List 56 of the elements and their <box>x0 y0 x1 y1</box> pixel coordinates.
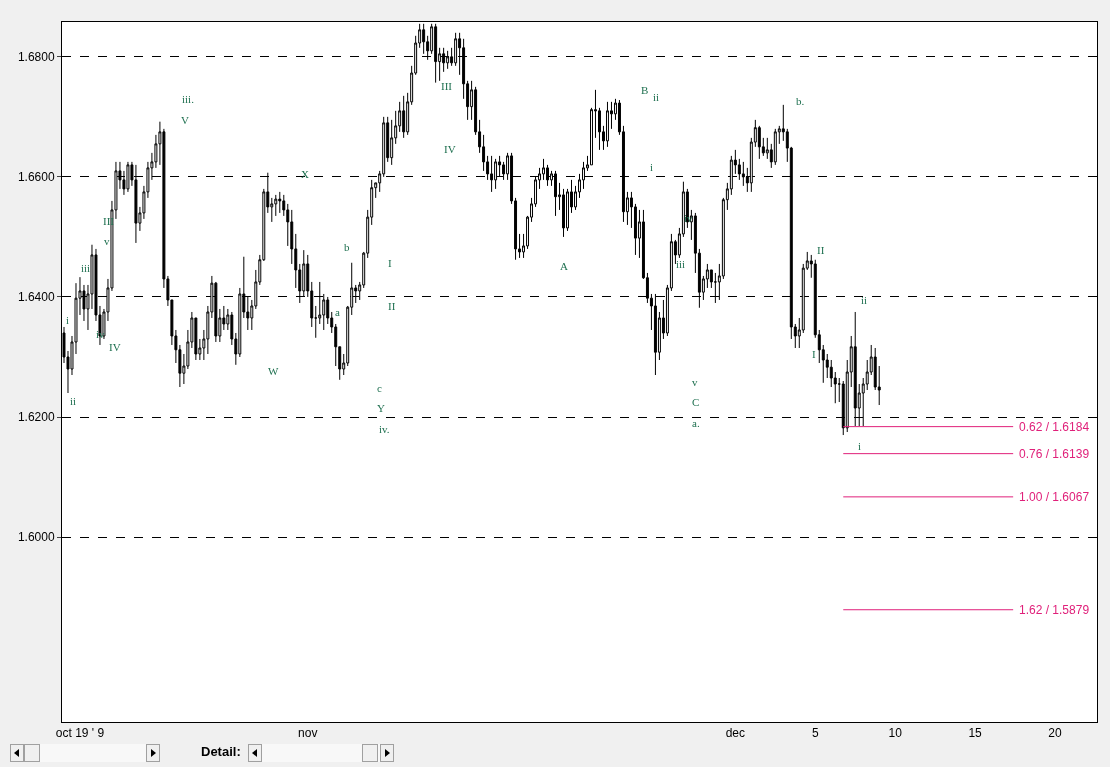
annotation: i <box>66 314 70 326</box>
annotation: B <box>641 84 649 96</box>
y-tick-label: 1.6000 <box>17 530 55 545</box>
annotation: III <box>441 80 453 92</box>
y-tick-label: 1.6600 <box>17 170 55 185</box>
x-tick-label: 5 <box>811 726 819 741</box>
annotation: C <box>692 396 700 408</box>
annotation: ii <box>861 294 868 306</box>
x-tick-label: nov <box>298 726 318 741</box>
ref-line-label: 1.62 / 1.5879 <box>1019 603 1090 617</box>
x-tick-label: oct 19 ' 9 <box>55 726 105 741</box>
ref-line-label: 0.76 / 1.6139 <box>1019 447 1090 461</box>
annotation: IV <box>109 341 121 353</box>
candlestick <box>278 191 282 214</box>
annotation: V <box>181 114 189 126</box>
annotation: iii. <box>182 93 195 105</box>
ref-line-label: 1.00 / 1.6067 <box>1019 490 1090 504</box>
annotation: W <box>268 365 279 377</box>
annotation: i <box>858 440 862 452</box>
annotation: i <box>650 161 654 173</box>
annotation: b. <box>796 95 805 107</box>
annotation: X <box>301 168 309 180</box>
annotation: A <box>560 260 568 272</box>
annotation: IV <box>444 143 456 155</box>
ref-line-label: 0.62 / 1.6184 <box>1019 420 1090 434</box>
annotation: iv. <box>379 423 390 435</box>
y-tick-label: 1.6400 <box>17 290 55 305</box>
x-tick-label: 10 <box>888 726 903 741</box>
candlestick <box>605 101 609 148</box>
candlestick <box>126 161 130 193</box>
y-tick-label: 1.6800 <box>17 50 55 65</box>
annotation: iv <box>96 328 106 340</box>
annotation: I <box>812 348 816 360</box>
annotation: I <box>388 257 392 269</box>
candlestick <box>402 95 406 139</box>
x-tick-label: 20 <box>1048 726 1063 741</box>
x-tick-label: 15 <box>968 726 983 741</box>
text: Detail: <box>201 744 241 759</box>
annotation: ii <box>653 91 660 103</box>
annotation: II <box>388 300 396 312</box>
annotation: II <box>817 244 825 256</box>
annotation: iii <box>81 262 91 274</box>
candlestick <box>490 155 494 193</box>
annotation: c <box>377 382 382 394</box>
y-tick-label: 1.6200 <box>17 410 55 425</box>
annotation: b <box>344 241 350 253</box>
annotation: iii <box>676 258 686 270</box>
x-tick-label: dec <box>725 726 746 741</box>
candlestick <box>434 23 438 84</box>
annotation: v <box>104 235 110 247</box>
annotation: ii <box>70 395 77 407</box>
annotation: a <box>335 306 340 318</box>
annotation: a. <box>692 417 700 429</box>
annotation: v <box>692 376 698 388</box>
annotation: Y <box>377 402 385 414</box>
candlestick <box>773 128 777 166</box>
